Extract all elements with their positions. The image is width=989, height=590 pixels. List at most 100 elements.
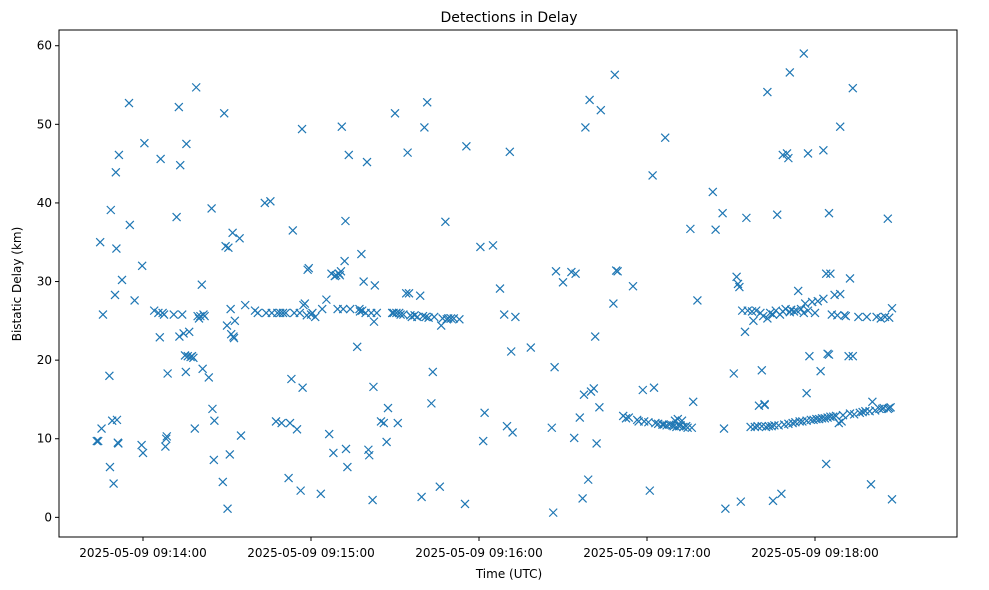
data-point <box>813 296 823 306</box>
data-point <box>732 272 742 282</box>
data-point <box>240 300 250 310</box>
data-point <box>650 418 660 428</box>
data-point <box>877 404 887 414</box>
x-tick-label: 2025-05-09 09:17:00 <box>583 546 710 560</box>
data-point <box>613 266 623 276</box>
data-point <box>821 269 831 279</box>
data-point <box>772 210 782 220</box>
data-point <box>253 308 263 318</box>
data-point <box>824 350 834 360</box>
data-point <box>579 390 589 400</box>
data-point <box>428 367 438 377</box>
data-point <box>364 450 374 460</box>
data-point <box>190 424 200 433</box>
data-point <box>583 475 593 485</box>
data-point <box>336 266 346 276</box>
data-point <box>162 431 172 441</box>
data-point <box>175 160 185 170</box>
data-point <box>845 409 855 419</box>
data-point <box>594 402 604 412</box>
data-point <box>352 342 362 352</box>
data-point <box>149 306 159 316</box>
data-point <box>396 310 406 319</box>
data-point <box>344 150 354 160</box>
data-point <box>757 365 767 375</box>
data-point <box>621 413 631 423</box>
data-point <box>92 436 102 446</box>
data-point <box>403 148 413 158</box>
data-point <box>884 403 894 413</box>
data-point <box>648 170 658 180</box>
data-point <box>383 403 393 413</box>
data-point <box>499 310 509 319</box>
data-point <box>858 407 868 417</box>
data-point <box>137 261 147 271</box>
data-point <box>292 424 302 434</box>
data-point <box>298 383 308 393</box>
data-point <box>188 353 198 363</box>
data-point <box>160 442 170 452</box>
data-point <box>778 150 788 160</box>
data-point <box>105 462 115 472</box>
data-point <box>387 308 397 318</box>
data-point <box>296 486 306 496</box>
data-point <box>109 479 119 488</box>
data-point <box>887 303 897 313</box>
data-point <box>734 282 744 292</box>
data-point <box>803 148 813 158</box>
data-point <box>104 371 114 381</box>
markers-layer <box>92 49 897 518</box>
data-point <box>799 49 809 59</box>
data-point <box>718 208 728 218</box>
data-point <box>526 343 536 352</box>
data-point <box>440 217 450 227</box>
data-point <box>692 295 702 305</box>
data-point <box>832 310 842 320</box>
data-point <box>719 424 729 433</box>
x-axis: 2025-05-09 09:14:00 2025-05-09 09:15:00 20… <box>79 537 879 560</box>
data-point <box>372 308 382 318</box>
data-point <box>638 385 648 395</box>
data-point <box>295 308 305 318</box>
data-point <box>260 198 270 208</box>
data-point <box>221 241 231 251</box>
data-point <box>736 497 746 507</box>
data-point <box>510 312 520 322</box>
data-point <box>508 428 518 437</box>
data-point <box>228 228 238 238</box>
data-point <box>163 369 173 378</box>
data-point <box>198 364 208 374</box>
data-point <box>111 244 121 253</box>
data-point <box>841 311 851 321</box>
data-point <box>887 494 897 504</box>
data-point <box>488 240 498 250</box>
data-point <box>750 422 760 432</box>
data-point <box>97 424 106 433</box>
data-point <box>758 311 768 321</box>
data-point <box>751 306 761 316</box>
y-tick-label: 50 <box>37 117 52 131</box>
data-point <box>825 269 835 279</box>
x-tick-label: 2025-05-09 09:14:00 <box>79 546 206 560</box>
data-point <box>172 212 182 222</box>
data-point <box>200 311 210 321</box>
data-point <box>204 373 214 382</box>
data-point <box>218 477 228 487</box>
data-point <box>138 448 148 458</box>
data-point <box>338 304 348 314</box>
data-point <box>180 350 190 360</box>
data-point <box>550 362 560 372</box>
y-tick-label: 40 <box>37 196 52 210</box>
data-point <box>547 423 557 433</box>
data-point <box>222 321 232 330</box>
data-point <box>419 123 429 132</box>
data-point <box>281 308 291 318</box>
data-point <box>740 327 750 337</box>
data-point <box>592 439 602 448</box>
data-point <box>645 486 655 496</box>
data-point <box>271 417 281 426</box>
data-point <box>181 139 191 149</box>
data-point <box>649 383 659 393</box>
data-point <box>369 382 378 392</box>
